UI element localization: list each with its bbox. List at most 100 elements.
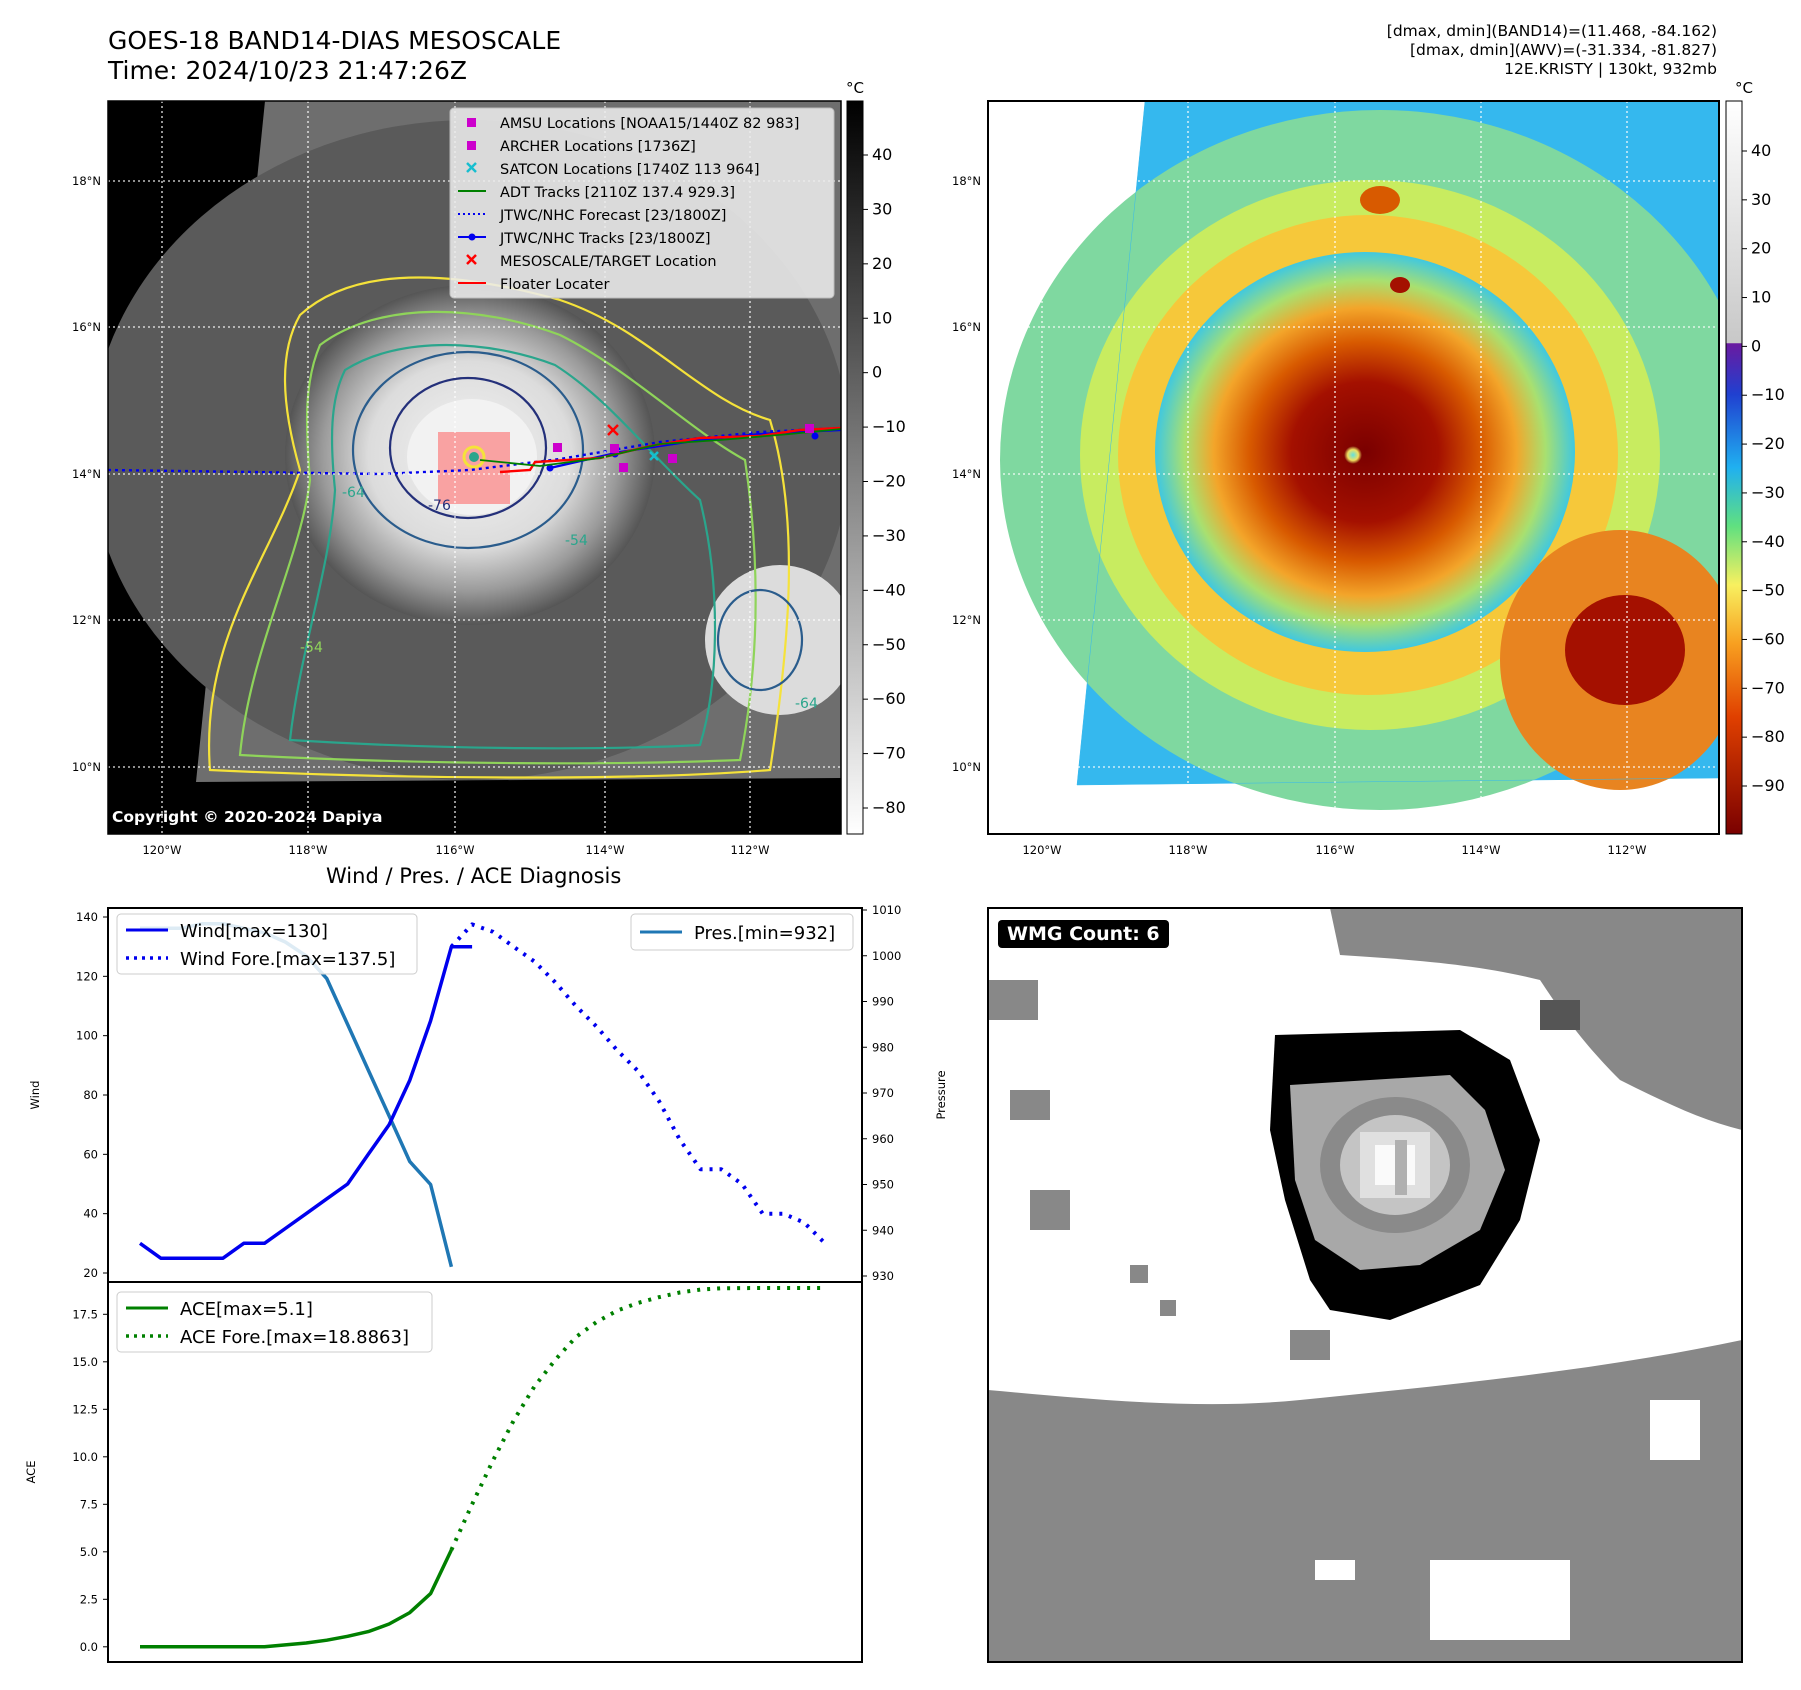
y2-tick-label: 950	[872, 1178, 894, 1192]
lat-tick-label: 12°N	[72, 613, 101, 627]
lon-tick-label: 120°W	[142, 843, 181, 857]
colorbar-tick-label: 0	[872, 363, 882, 382]
y-tick-label: 100	[76, 1029, 98, 1043]
color-colorbar: °C 40 30 20 10 0 −10 −20 −30 −40 −50 −60 −70 −80 −90	[1725, 79, 1785, 835]
stats-line: 12E.KRISTY | 130kt, 932mb	[1504, 60, 1717, 78]
colorbar-tick-label: −40	[872, 580, 906, 599]
y-axis-label: ACE	[24, 1461, 38, 1484]
lon-tick-label: 114°W	[1461, 843, 1500, 857]
colorbar-tick-label: 0	[1751, 336, 1761, 355]
wind-series-line	[138, 944, 473, 1260]
y-tick-label: 15.0	[72, 1355, 98, 1369]
stats-line: [dmax, dmin](AWV)=(-31.334, -81.827)	[1410, 41, 1717, 59]
colorbar-tick-label: −80	[872, 798, 906, 817]
map-legend: AMSU Locations [NOAA15/1440Z 82 983] ARC…	[449, 107, 835, 299]
stats-header: [dmax, dmin](BAND14)=(11.468, -84.162) […	[1387, 22, 1717, 79]
legend-item-label: AMSU Locations [NOAA15/1440Z 82 983]	[500, 116, 799, 132]
amsu-marker-icon	[467, 118, 476, 127]
y2-tick-label: 940	[872, 1223, 894, 1237]
ace-legend: ACE[max=5.1] ACE Fore.[max=18.8863]	[116, 1291, 433, 1353]
copyright-label: Copyright © 2020-2024 Dapiya	[112, 808, 383, 826]
lat-tick-label: 18°N	[952, 174, 981, 188]
colorbar-tick-label: 30	[1751, 190, 1771, 209]
pressure-legend: Pres.[min=932]	[630, 913, 854, 951]
y2-tick-label: 990	[872, 995, 894, 1009]
lon-tick-label: 116°W	[435, 843, 474, 857]
colorbar-tick-label: 20	[872, 254, 892, 273]
diagnosis-title: Wind / Pres. / ACE Diagnosis	[326, 864, 622, 888]
satcon-marker-icon	[466, 162, 477, 173]
y-tick-label: 80	[83, 1088, 98, 1102]
ir-map-panel: -64 -76 -54 -64 -54	[72, 79, 906, 857]
legend-item-label: ARCHER Locations [1736Z]	[500, 139, 696, 155]
lon-tick-label: 120°W	[1022, 843, 1061, 857]
stats-line: [dmax, dmin](BAND14)=(11.468, -84.162)	[1386, 22, 1717, 40]
y2-tick-label: 980	[872, 1040, 894, 1054]
legend-item-label: ADT Tracks [2110Z 137.4 929.3]	[500, 185, 735, 201]
lon-tick-label: 116°W	[1315, 843, 1354, 857]
legend-item-label: ACE Fore.[max=18.8863]	[180, 1327, 409, 1348]
contour-label: -54	[565, 533, 588, 549]
diagnosis-panel: 20 40 60 80 100 120 140 930 940 950 960 970 980 990 1…	[24, 903, 948, 1663]
lat-tick-label: 12°N	[952, 613, 981, 627]
colorbar-tick-label: −70	[872, 744, 906, 763]
y-tick-label: 60	[83, 1147, 98, 1161]
y-tick-label: 0.0	[80, 1640, 98, 1654]
contour-label: -54	[300, 640, 323, 656]
lon-tick-label: 112°W	[1607, 843, 1646, 857]
colorbar-unit: °C	[846, 79, 864, 97]
y2-axis-label: Pressure	[934, 1070, 948, 1119]
colorbar-tick-label: 40	[1751, 141, 1771, 160]
target-marker-icon	[466, 254, 477, 265]
y2-tick-label: 960	[872, 1132, 894, 1146]
colorbar-tick-label: −40	[1751, 532, 1785, 551]
y-tick-label: 20	[83, 1266, 98, 1280]
lat-tick-label: 16°N	[72, 320, 101, 334]
colorbar-tick-label: −90	[1751, 776, 1785, 795]
wind-legend: Wind[max=130] Wind Fore.[max=137.5]	[116, 913, 418, 975]
y-tick-label: 12.5	[72, 1402, 98, 1416]
y2-tick-label: 930	[872, 1269, 894, 1283]
colorbar-tick-label: −50	[872, 635, 906, 654]
colorbar-tick-label: −30	[872, 526, 906, 545]
wmg-panel	[987, 907, 1743, 1663]
colorbar-tick-label: −60	[1751, 629, 1785, 648]
y-tick-label: 7.5	[80, 1497, 98, 1511]
colorbar-tick-label: 10	[872, 308, 892, 327]
ace-series-line	[140, 1549, 453, 1649]
title-line: Time: 2024/10/23 21:47:26Z	[108, 56, 467, 85]
contour-label: -76	[428, 498, 451, 514]
archer-marker-icon	[467, 141, 476, 150]
y-axis-label: Wind	[28, 1081, 42, 1110]
colorbar-tick-label: 30	[872, 199, 892, 218]
colorbar-tick-label: 40	[872, 145, 892, 164]
colorbar-tick-label: −70	[1751, 678, 1785, 697]
colorbar-tick-label: 10	[1751, 288, 1771, 307]
colorbar-tick-label: −20	[1751, 434, 1785, 453]
contour-label: -64	[795, 696, 818, 712]
gray-colorbar: °C 40 30 20 10 0 −10 −20 −30 −40 −50 −60 −70 −80	[846, 79, 906, 835]
lat-tick-label: 14°N	[952, 467, 981, 481]
lat-tick-label: 18°N	[72, 174, 101, 188]
title-line: GOES-18 BAND14-DIAS MESOSCALE	[108, 26, 562, 55]
y2-tick-label: 970	[872, 1086, 894, 1100]
legend-item-label: Wind[max=130]	[180, 921, 328, 942]
page-title: GOES-18 BAND14-DIAS MESOSCALE Time: 2024…	[108, 26, 561, 86]
colorbar-tick-label: −10	[872, 417, 906, 436]
colorbar-tick-label: 20	[1751, 239, 1771, 258]
y-tick-label: 2.5	[80, 1592, 98, 1606]
lat-tick-label: 10°N	[952, 760, 981, 774]
lon-tick-label: 118°W	[288, 843, 327, 857]
lat-tick-label: 10°N	[72, 760, 101, 774]
y-tick-label: 140	[76, 910, 98, 924]
legend-item-label: Floater Locater	[500, 277, 609, 293]
y2-tick-label: 1000	[872, 949, 901, 963]
y-tick-label: 40	[83, 1207, 98, 1221]
legend-item-label: MESOSCALE/TARGET Location	[500, 254, 717, 270]
y-tick-label: 120	[76, 969, 98, 983]
colorbar-tick-label: −10	[1751, 385, 1785, 404]
y-tick-label: 10.0	[72, 1450, 98, 1464]
lon-tick-label: 118°W	[1168, 843, 1207, 857]
awv-map-panel: 18°N 16°N 14°N 12°N 10°N 120°W 118°W 116…	[952, 79, 1785, 857]
